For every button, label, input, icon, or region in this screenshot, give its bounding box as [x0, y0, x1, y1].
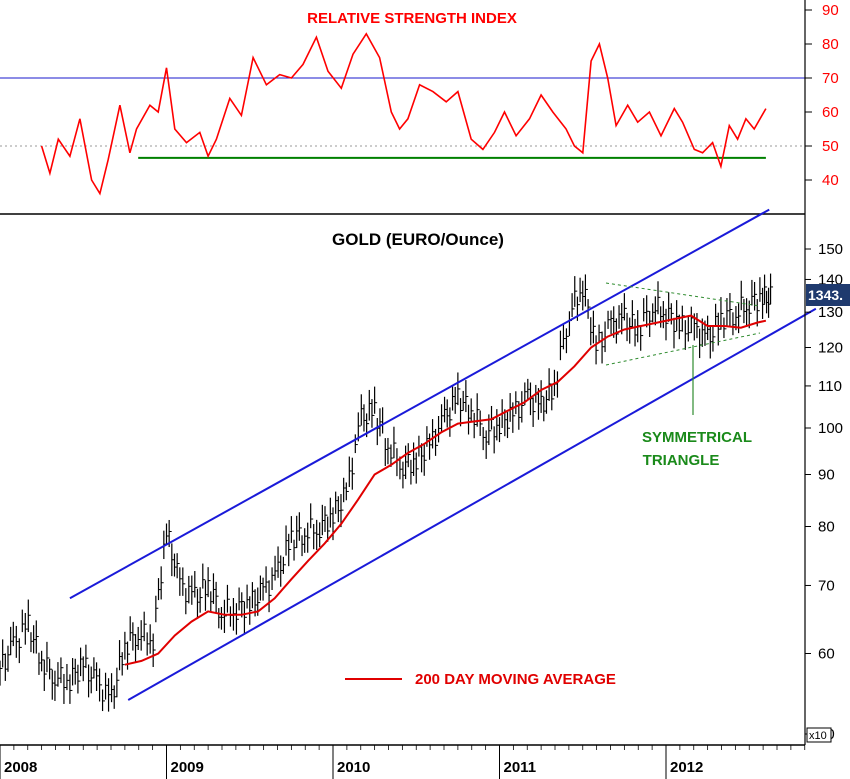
- rsi-tick-label: 50: [822, 138, 839, 155]
- triangle-pattern: [605, 282, 761, 415]
- x-tick-label: 2011: [504, 759, 537, 776]
- rsi-tick-label: 80: [822, 36, 839, 53]
- rsi-line: [40, 32, 767, 196]
- gold-tick-label: 80: [818, 519, 835, 536]
- rsi-tick-label: 90: [822, 2, 839, 19]
- gold-tick-label: 130: [818, 304, 843, 321]
- x-tick-label: 2008: [4, 759, 37, 776]
- triangle-label-line1: SYMMETRICAL: [642, 429, 752, 446]
- triangle-upper-line: [605, 282, 761, 307]
- last-price-box: [806, 284, 850, 306]
- multiplier-text: x10: [809, 730, 827, 742]
- x-axis: 2008 2009 2010 2011 2012: [0, 745, 806, 779]
- gold-tick-label: 70: [818, 577, 835, 594]
- price-bars: [0, 273, 774, 712]
- gold-y-axis: 1501401301201101009080706050: [805, 241, 843, 743]
- gold-tick-label: 120: [818, 340, 843, 357]
- x-tick-label: 2010: [337, 759, 370, 776]
- multiplier-label: x10: [806, 727, 832, 743]
- rsi-tick-label: 70: [822, 70, 839, 87]
- gold-tick-label: 150: [818, 241, 843, 258]
- rsi-y-axis: 40 50 60 70 80 90: [805, 2, 839, 189]
- gold-title: GOLD (EURO/Ounce): [332, 230, 504, 249]
- gold-panel: GOLD (EURO/Ounce) SYMMETRICAL TRIANGLE 2…: [0, 208, 817, 712]
- x-tick-label: 2012: [670, 759, 703, 776]
- rsi-reference-lines: [0, 77, 805, 147]
- channel-upper-line: [69, 208, 770, 600]
- multiplier-box: [806, 727, 832, 743]
- rsi-tick-label: 60: [822, 104, 839, 121]
- triangle-label-line2: TRIANGLE: [643, 452, 720, 469]
- gold-tick-label: 60: [818, 646, 835, 663]
- gold-tick-label: 110: [818, 378, 842, 395]
- rsi-title: RELATIVE STRENGTH INDEX: [307, 10, 517, 27]
- x-tick-label: 2009: [171, 759, 204, 776]
- triangle-lower-line: [605, 332, 761, 366]
- last-price-label: 1343.: [806, 284, 850, 306]
- channel-lower-line: [127, 307, 817, 701]
- rsi-tick-label: 40: [822, 172, 839, 189]
- rsi-panel: RELATIVE STRENGTH INDEX 40 50 60 70 80 90: [0, 2, 839, 196]
- last-price-text: 1343.: [808, 287, 843, 303]
- moving-average-line: [124, 314, 767, 666]
- gold-tick-label: 100: [818, 420, 843, 437]
- ma-legend-label: 200 DAY MOVING AVERAGE: [415, 671, 616, 688]
- gold-tick-label: 90: [818, 467, 835, 484]
